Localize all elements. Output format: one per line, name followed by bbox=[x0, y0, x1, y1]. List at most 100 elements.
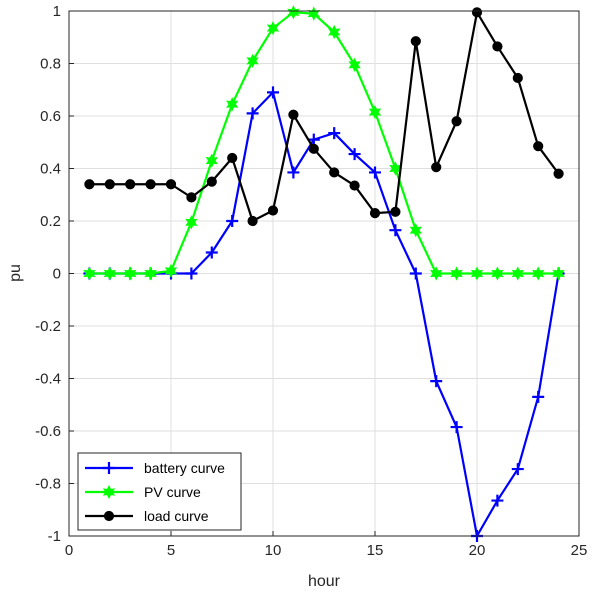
data-point bbox=[104, 179, 115, 190]
data-point bbox=[328, 24, 341, 40]
circle-marker bbox=[553, 168, 564, 179]
hexagram-marker bbox=[368, 104, 382, 120]
hexagram-marker bbox=[205, 153, 218, 168]
circle-marker bbox=[492, 41, 503, 52]
data-point bbox=[206, 176, 217, 187]
plus-marker bbox=[246, 107, 259, 120]
plus-marker bbox=[491, 494, 504, 507]
y-tick-label: 0.8 bbox=[40, 56, 61, 73]
data-point bbox=[368, 104, 382, 120]
y-tick-label: 0.4 bbox=[40, 161, 61, 178]
data-point bbox=[410, 36, 421, 47]
legend-entry: PV curve bbox=[85, 484, 201, 500]
circle-marker bbox=[103, 510, 115, 522]
circle-marker bbox=[349, 180, 360, 191]
plus-marker bbox=[185, 267, 198, 280]
plus-marker bbox=[103, 462, 115, 474]
legend-entry: load curve bbox=[85, 508, 209, 524]
data-point bbox=[307, 133, 320, 146]
hexagram-marker bbox=[185, 215, 198, 230]
data-point bbox=[103, 462, 115, 474]
legend-label: battery curve bbox=[144, 460, 225, 476]
data-point bbox=[511, 463, 524, 476]
hexagram-marker bbox=[470, 266, 484, 281]
data-point bbox=[329, 167, 340, 178]
plus-marker bbox=[226, 215, 239, 227]
hexagram-marker bbox=[83, 266, 96, 281]
plus-marker bbox=[307, 133, 320, 146]
hexagram-marker bbox=[348, 57, 361, 72]
hexagram-marker bbox=[164, 263, 178, 279]
data-point bbox=[348, 148, 361, 161]
y-tick-label: -0.6 bbox=[35, 423, 61, 440]
plus-marker bbox=[267, 86, 279, 99]
x-tick-label: 20 bbox=[469, 542, 486, 559]
series-layer bbox=[83, 5, 565, 542]
x-tick-label: 5 bbox=[167, 542, 175, 559]
hexagram-marker bbox=[102, 484, 116, 500]
data-point bbox=[533, 141, 544, 152]
circle-marker bbox=[471, 7, 483, 18]
plus-marker bbox=[328, 127, 341, 140]
hexagram-marker bbox=[552, 266, 565, 281]
hexagram-marker bbox=[226, 97, 239, 112]
data-point bbox=[390, 206, 401, 217]
plus-marker bbox=[205, 246, 218, 259]
data-point bbox=[185, 267, 198, 280]
plus-marker bbox=[511, 463, 524, 476]
y-tick-labels: -1 -0.8 -0.6 -0.4 -0.2 0 0.2 0.4 0.6 0.8 1 bbox=[35, 3, 61, 545]
data-point bbox=[369, 166, 381, 179]
y-tick-label: -0.8 bbox=[35, 476, 61, 493]
hexagram-marker bbox=[511, 266, 524, 281]
circle-marker bbox=[308, 143, 319, 154]
hexagram-marker bbox=[124, 266, 137, 281]
plus-marker bbox=[409, 267, 422, 280]
data-point bbox=[266, 20, 280, 36]
circle-marker bbox=[84, 179, 95, 190]
data-point bbox=[227, 152, 238, 164]
x-axis-label: hour bbox=[308, 573, 341, 590]
circle-marker bbox=[451, 116, 462, 127]
data-point bbox=[185, 215, 198, 230]
y-tick-label: -0.2 bbox=[35, 318, 61, 335]
data-point bbox=[165, 179, 177, 190]
y-axis-label: pu bbox=[7, 264, 24, 282]
data-point bbox=[532, 266, 545, 281]
legend-label: load curve bbox=[144, 508, 209, 524]
hexagram-marker bbox=[430, 266, 443, 281]
y-tick-label: 0.2 bbox=[40, 213, 61, 230]
data-point bbox=[450, 266, 463, 281]
x-tick-label: 10 bbox=[265, 542, 282, 559]
data-point bbox=[308, 143, 319, 154]
hexagram-marker bbox=[328, 24, 341, 40]
data-point bbox=[205, 153, 218, 168]
plus-marker bbox=[348, 148, 361, 161]
circle-marker bbox=[288, 109, 299, 120]
data-point bbox=[369, 208, 381, 219]
data-point bbox=[226, 97, 239, 112]
data-point bbox=[287, 5, 300, 20]
circle-marker bbox=[512, 72, 523, 84]
data-point bbox=[267, 86, 279, 99]
data-point bbox=[348, 57, 361, 72]
data-point bbox=[102, 484, 116, 500]
data-point bbox=[267, 205, 279, 216]
data-point bbox=[246, 107, 259, 120]
legend: battery curve PV curve load curve bbox=[77, 452, 242, 531]
data-point bbox=[451, 116, 462, 127]
hexagram-marker bbox=[532, 266, 545, 281]
plus-marker bbox=[532, 390, 545, 403]
y-tick-label: -0.4 bbox=[35, 371, 61, 388]
series-load-curve bbox=[84, 7, 564, 227]
plus-marker bbox=[287, 166, 300, 179]
data-point bbox=[226, 215, 239, 227]
data-point bbox=[470, 266, 484, 281]
circle-marker bbox=[165, 179, 177, 190]
plus-marker bbox=[430, 375, 443, 388]
hexagram-marker bbox=[491, 266, 504, 281]
y-tick-label: 0 bbox=[53, 266, 61, 283]
x-tick-label: 15 bbox=[367, 542, 384, 559]
plus-marker bbox=[450, 421, 463, 434]
data-point bbox=[205, 246, 218, 259]
